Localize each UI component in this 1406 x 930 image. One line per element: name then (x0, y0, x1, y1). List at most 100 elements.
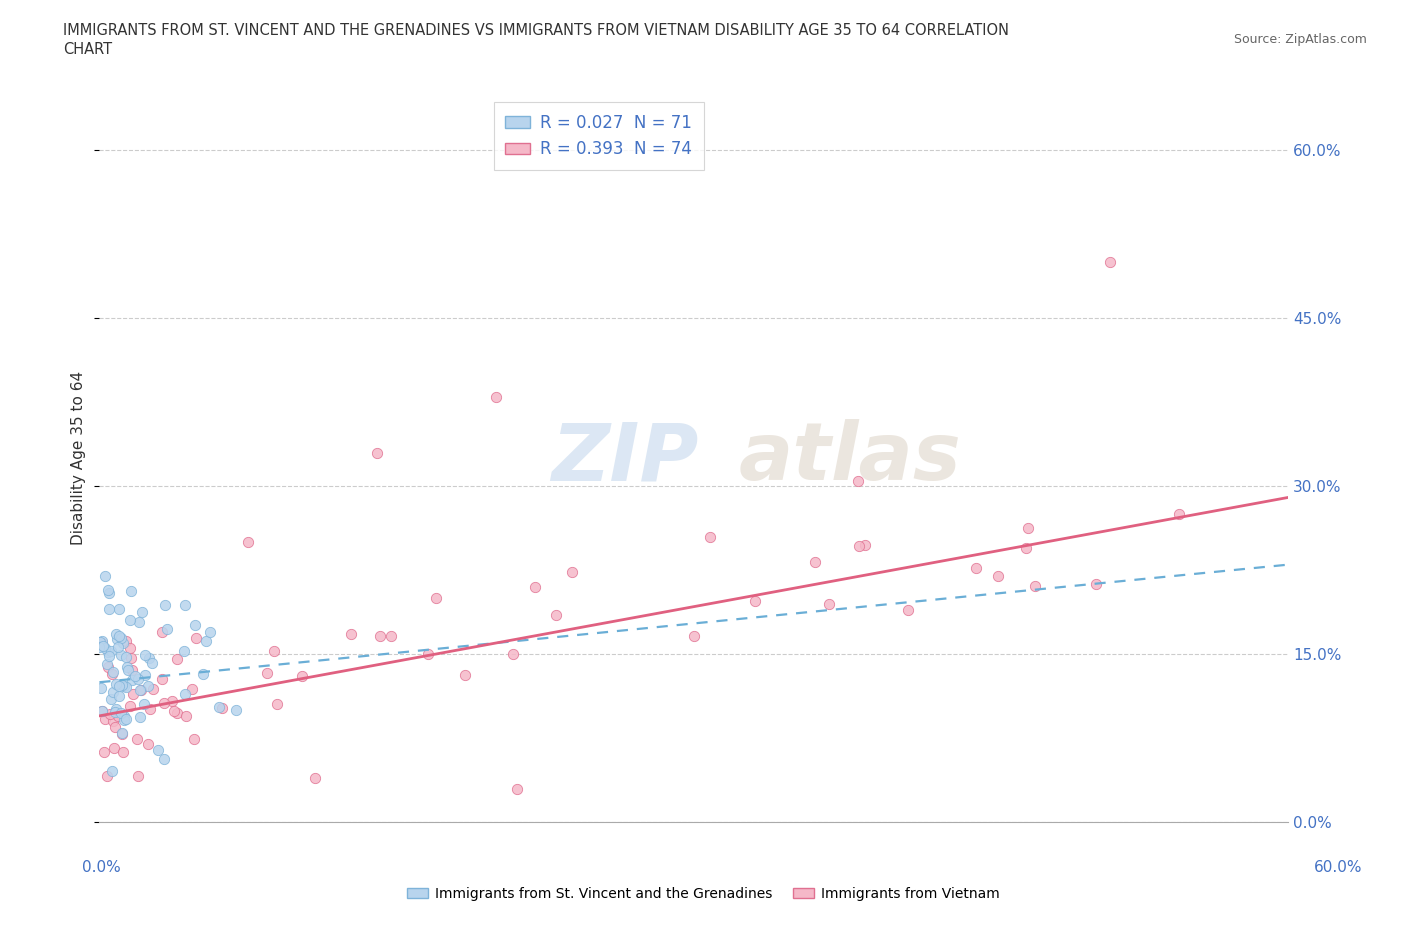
Y-axis label: Disability Age 35 to 64: Disability Age 35 to 64 (72, 371, 86, 545)
Point (104, 676, 127, 691)
Point (118, 613, 141, 628)
Point (524, 579, 547, 594)
Point (96, 657, 118, 671)
Point (200, 624, 222, 639)
Point (380, 628, 402, 643)
Point (744, 594, 766, 609)
Point (134, 647, 156, 662)
Point (125, 731, 148, 746)
Point (97, 602, 120, 617)
Point (236, 535, 259, 550)
Point (114, 711, 136, 726)
Point (98, 648, 121, 663)
Point (121, 672, 143, 687)
Point (112, 712, 135, 727)
Point (107, 639, 129, 654)
Point (138, 650, 160, 665)
Point (340, 626, 363, 641)
Point (848, 538, 870, 553)
Point (162, 703, 184, 718)
Point (110, 706, 132, 721)
Point (191, 666, 214, 681)
Point (110, 631, 132, 645)
Point (90, 636, 112, 651)
Point (153, 751, 176, 766)
Point (111, 726, 134, 741)
Point (141, 682, 163, 697)
Point (111, 636, 134, 651)
Point (256, 666, 278, 681)
Point (965, 561, 987, 576)
Point (208, 699, 231, 714)
Point (101, 684, 124, 699)
Point (121, 583, 143, 598)
Point (127, 768, 149, 783)
Point (115, 649, 138, 664)
Point (1015, 540, 1038, 555)
Point (683, 629, 706, 644)
Point (108, 679, 131, 694)
Point (111, 744, 134, 759)
Point (156, 622, 179, 637)
Point (100, 667, 122, 682)
Point (90, 680, 112, 695)
Point (266, 697, 288, 711)
Text: CHART: CHART (63, 42, 112, 57)
Point (104, 701, 127, 716)
Point (366, 445, 388, 460)
Point (93, 712, 115, 727)
Point (368, 629, 391, 644)
Point (1085, 577, 1108, 591)
Point (103, 740, 125, 755)
Point (132, 697, 155, 711)
Point (129, 682, 152, 697)
Point (485, 389, 508, 404)
Point (183, 731, 205, 746)
Point (127, 671, 149, 686)
Point (115, 680, 138, 695)
Point (166, 706, 188, 721)
Point (131, 604, 153, 619)
Point (150, 625, 173, 640)
Legend: R = 0.027  N = 71, R = 0.393  N = 74: R = 0.027 N = 71, R = 0.393 N = 74 (494, 102, 704, 170)
Point (150, 671, 173, 686)
Point (425, 591, 447, 605)
Point (146, 743, 169, 758)
Point (174, 687, 197, 702)
Point (128, 615, 150, 630)
Point (987, 568, 1010, 583)
Point (121, 663, 143, 678)
Point (129, 682, 152, 697)
Point (184, 631, 207, 645)
Text: 0.0%: 0.0% (82, 860, 121, 875)
Point (120, 698, 142, 713)
Point (416, 646, 439, 661)
Point (152, 696, 174, 711)
Point (134, 668, 156, 683)
Point (115, 633, 138, 648)
Point (100, 707, 122, 722)
Point (101, 665, 124, 680)
Point (100, 644, 122, 658)
Point (173, 643, 195, 658)
Text: Source: ZipAtlas.com: Source: ZipAtlas.com (1233, 33, 1367, 46)
Point (502, 646, 524, 661)
Point (96, 768, 118, 783)
Point (136, 678, 159, 693)
Point (107, 629, 129, 644)
Point (561, 565, 583, 579)
Point (1168, 506, 1191, 521)
Point (104, 704, 127, 719)
Point (108, 602, 131, 617)
Point (118, 641, 141, 656)
Point (184, 618, 207, 632)
Point (804, 555, 827, 570)
Point (91, 704, 114, 719)
Point (103, 714, 125, 729)
Point (112, 709, 135, 724)
Point (818, 597, 841, 612)
Text: 60.0%: 60.0% (1315, 860, 1362, 875)
Text: atlas: atlas (740, 419, 962, 498)
Point (91, 639, 114, 654)
Point (89, 634, 111, 649)
